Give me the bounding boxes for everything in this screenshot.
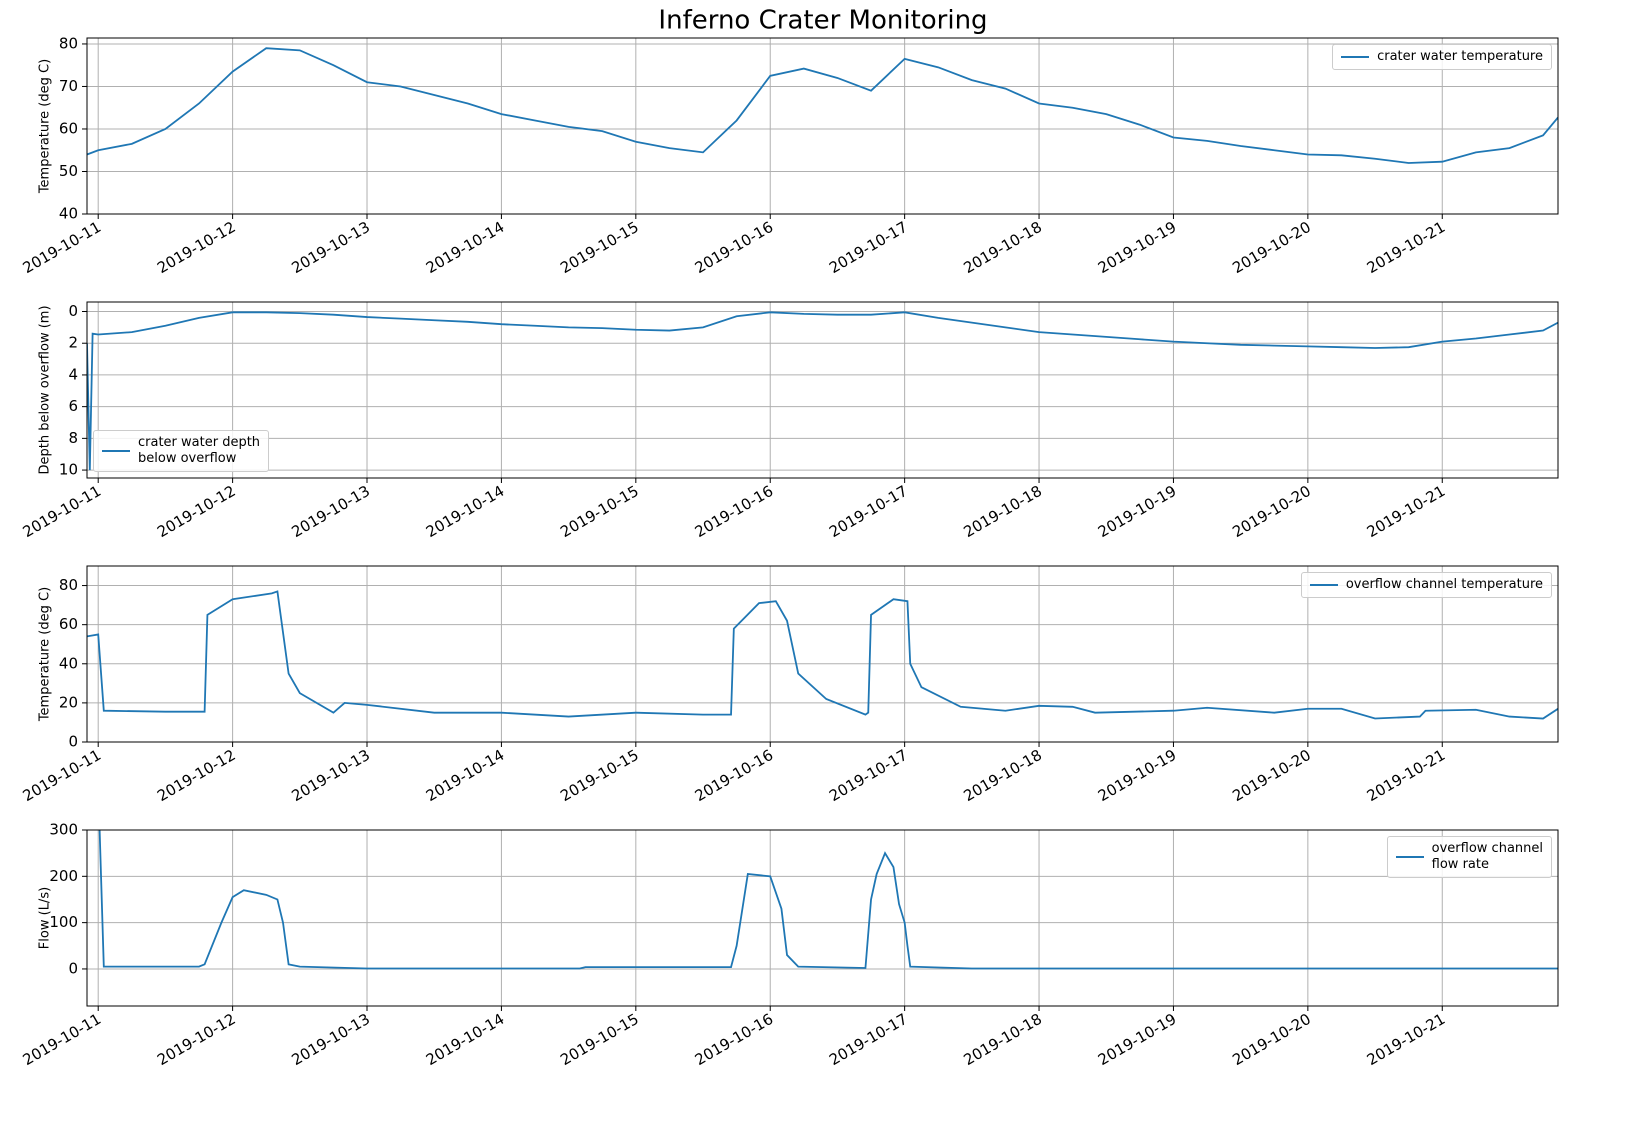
x-tick-label: 2019-10-18: [961, 218, 1046, 277]
x-tick-label: 2019-10-19: [1095, 1010, 1180, 1069]
y-tick-label: 2: [68, 334, 78, 352]
legend: overflow channel flow rate: [1386, 836, 1552, 878]
y-tick-label: 300: [49, 821, 78, 839]
x-tick-label: 2019-10-17: [826, 1010, 911, 1069]
axes-frame: [86, 37, 1559, 215]
y-tick-label: 40: [59, 654, 78, 672]
y-tick-label: 70: [59, 77, 78, 95]
x-tick-label: 2019-10-17: [826, 482, 911, 541]
x-tick-label: 2019-10-15: [557, 482, 642, 541]
x-tick-label: 2019-10-14: [423, 218, 508, 277]
x-tick-label: 2019-10-21: [1364, 1010, 1449, 1069]
y-tick-label: 40: [59, 205, 78, 223]
x-tick-label: 2019-10-16: [692, 746, 777, 805]
x-tick-label: 2019-10-12: [154, 482, 239, 541]
subplot: 0 20 40 60 80 2019-10-11 2019-10-12 2019-10-13 2…: [20, 565, 1559, 805]
x-tick-label: 2019-10-11: [20, 746, 105, 805]
x-tick-label: 2019-10-13: [289, 746, 374, 805]
subplot: 0 100 200 300 2019-10-11 2019-10-12 2019-10-13…: [20, 821, 1559, 1069]
legend: overflow channel temperature: [1300, 572, 1552, 598]
x-tick-label: 2019-10-16: [692, 1010, 777, 1069]
x-tick-label: 2019-10-21: [1364, 218, 1449, 277]
subplot: 40 50 60 70 80 2019-10-11 2019-10-12 2019-10-13…: [20, 34, 1559, 277]
x-tick-label: 2019-10-11: [20, 218, 105, 277]
data-line: [87, 311, 1558, 471]
y-tick-label: 100: [49, 913, 78, 931]
x-tick-label: 2019-10-19: [1095, 218, 1180, 277]
x-tick-label: 2019-10-14: [423, 482, 508, 541]
y-axis-label: Temperature (deg C): [38, 587, 53, 722]
x-tick-label: 2019-10-11: [20, 482, 105, 541]
subplot: 0 2 4 6 8 10 2019-10-11 2019-10-12 2019-10-13 201…: [20, 301, 1559, 541]
legend-swatch: [1341, 56, 1370, 58]
x-tick-label: 2019-10-17: [826, 218, 911, 277]
axes-frame: [86, 829, 1559, 1007]
y-tick-label: 80: [59, 576, 78, 594]
y-tick-label: 4: [68, 365, 78, 383]
legend-swatch: [1395, 856, 1424, 858]
data-line: [98, 830, 1558, 970]
axes-frame: [86, 565, 1559, 743]
y-tick-label: 50: [59, 162, 78, 180]
y-tick-label: 0: [68, 733, 78, 751]
x-tick-label: 2019-10-11: [20, 1010, 105, 1069]
x-tick-label: 2019-10-20: [1229, 482, 1314, 541]
y-tick-label: 60: [59, 119, 78, 137]
y-tick-label: 80: [59, 34, 78, 52]
y-tick-label: 6: [68, 397, 78, 415]
x-tick-label: 2019-10-12: [154, 746, 239, 805]
x-tick-label: 2019-10-20: [1229, 1010, 1314, 1069]
x-tick-label: 2019-10-13: [289, 218, 374, 277]
legend-swatch: [1309, 584, 1338, 586]
data-line: [87, 590, 1558, 720]
x-tick-label: 2019-10-20: [1229, 218, 1314, 277]
x-tick-label: 2019-10-18: [961, 746, 1046, 805]
x-tick-label: 2019-10-19: [1095, 746, 1180, 805]
x-tick-label: 2019-10-14: [423, 746, 508, 805]
y-tick-label: 0: [68, 959, 78, 977]
legend-label: overflow channel temperature: [1345, 577, 1543, 592]
axes-frame: [86, 301, 1559, 479]
x-tick-label: 2019-10-18: [961, 1010, 1046, 1069]
data-line: [87, 47, 1558, 164]
x-tick-label: 2019-10-19: [1095, 482, 1180, 541]
y-axis-label: Flow (L/s): [38, 887, 53, 949]
x-tick-label: 2019-10-16: [692, 218, 777, 277]
x-tick-label: 2019-10-13: [289, 1010, 374, 1069]
y-axis-label: Temperature (deg C): [38, 59, 53, 194]
legend-label: overflow channel flow rate: [1431, 841, 1543, 872]
x-tick-label: 2019-10-15: [557, 218, 642, 277]
x-tick-label: 2019-10-14: [423, 1010, 508, 1069]
x-tick-label: 2019-10-20: [1229, 746, 1314, 805]
x-tick-label: 2019-10-17: [826, 746, 911, 805]
y-tick-label: 60: [59, 615, 78, 633]
x-tick-label: 2019-10-13: [289, 482, 374, 541]
legend-label: crater water temperature: [1377, 49, 1543, 64]
legend: crater water temperature: [1332, 44, 1552, 70]
y-tick-label: 10: [59, 461, 78, 479]
y-tick-label: 20: [59, 693, 78, 711]
legend-swatch: [102, 450, 130, 452]
x-tick-label: 2019-10-15: [557, 746, 642, 805]
y-axis-label: Depth below overflow (m): [38, 305, 53, 474]
x-tick-label: 2019-10-12: [154, 218, 239, 277]
x-tick-label: 2019-10-18: [961, 482, 1046, 541]
legend-label: crater water depth below overflow: [138, 435, 261, 466]
x-tick-label: 2019-10-21: [1364, 482, 1449, 541]
y-tick-label: 200: [49, 867, 78, 885]
y-tick-label: 8: [68, 429, 78, 447]
legend: crater water depth below overflow: [93, 430, 270, 472]
x-tick-label: 2019-10-12: [154, 1010, 239, 1069]
y-tick-label: 0: [68, 302, 78, 320]
x-tick-label: 2019-10-16: [692, 482, 777, 541]
x-tick-label: 2019-10-21: [1364, 746, 1449, 805]
figure-title: Inferno Crater Monitoring: [658, 6, 987, 36]
x-tick-label: 2019-10-15: [557, 1010, 642, 1069]
